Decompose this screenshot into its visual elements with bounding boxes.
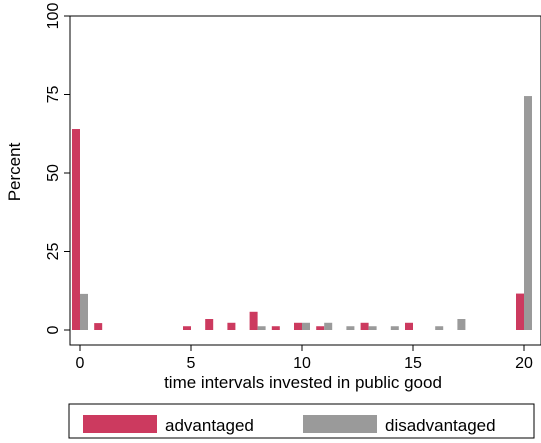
bar-disadvantaged-x16 [435, 326, 444, 330]
bar-advantaged-x1 [94, 323, 103, 330]
plot-bars [69, 15, 541, 346]
legend-box [68, 403, 535, 439]
bar-advantaged-x6 [205, 319, 214, 330]
legend-label-advantaged: advantaged [165, 416, 254, 435]
plot-frame [69, 15, 541, 346]
x-tick-label-15: 15 [404, 355, 422, 372]
bar-advantaged-x10 [294, 322, 302, 330]
bar-advantaged-x13 [360, 322, 369, 330]
x-tick-label-20: 20 [515, 355, 533, 372]
bar-advantaged-x8 [249, 311, 258, 330]
bar-advantaged-x5 [183, 326, 191, 330]
y-tick-label-75: 75 [45, 86, 62, 104]
bar-advantaged-x0 [72, 129, 80, 330]
y-axis: 0 25 50 75 100 [45, 3, 70, 334]
bar-disadvantaged-x8 [257, 326, 266, 330]
bar-disadvantaged-x13 [368, 326, 377, 330]
x-axis-title: time intervals invested in public good [164, 373, 442, 392]
y-tick-label-25: 25 [45, 243, 62, 261]
y-tick-label-100: 100 [45, 3, 62, 30]
legend-swatch-disadvantaged [303, 415, 377, 433]
bar-disadvantaged-x10 [302, 322, 310, 330]
y-axis-title: Percent [5, 142, 24, 201]
x-tick-label-0: 0 [76, 355, 85, 372]
bar-advantaged-x11 [316, 326, 325, 330]
bar-disadvantaged-x12 [346, 326, 355, 330]
bar-disadvantaged-x20 [524, 96, 532, 330]
bar-disadvantaged-x0 [80, 293, 88, 330]
bar-advantaged-x7 [227, 322, 236, 330]
bar-advantaged-x9 [271, 326, 280, 330]
x-axis: 0 5 10 15 20 [76, 345, 533, 372]
legend-label-disadvantaged: disadvantaged [385, 416, 496, 435]
bar-disadvantaged-x17 [457, 319, 466, 330]
legend-swatch-advantaged [83, 415, 157, 433]
bar-advantaged-x20 [516, 293, 524, 330]
x-tick-label-5: 5 [187, 355, 196, 372]
y-tick-label-0: 0 [45, 325, 62, 334]
bar-disadvantaged-x14 [390, 326, 399, 330]
legend: advantaged disadvantaged [68, 403, 535, 439]
y-tick-label-50: 50 [45, 164, 62, 182]
x-tick-label-10: 10 [293, 355, 311, 372]
bar-advantaged-x15 [405, 322, 413, 330]
bar-disadvantaged-x11 [324, 322, 333, 330]
